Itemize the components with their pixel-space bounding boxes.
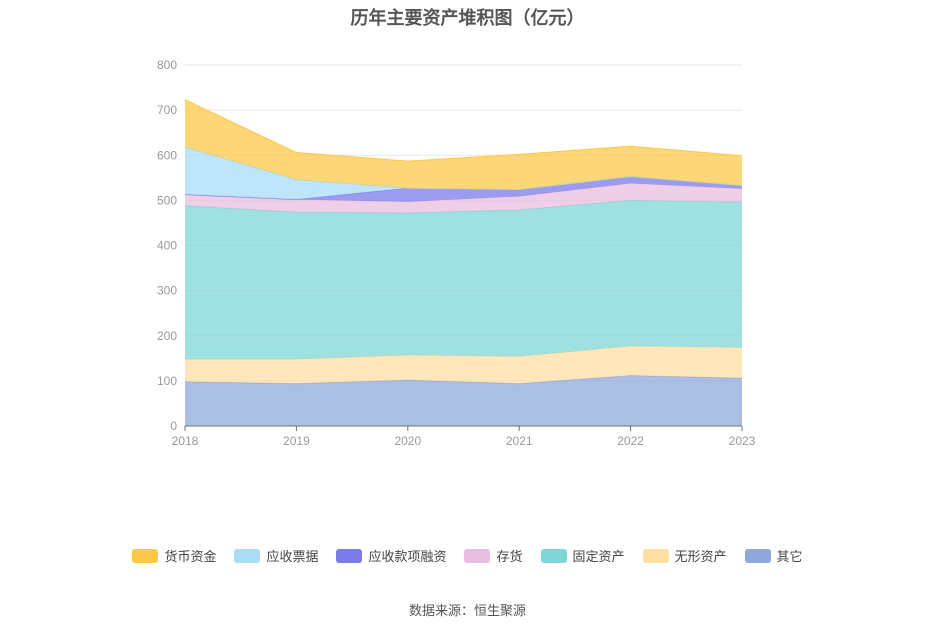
area-其它 [185, 375, 742, 426]
x-tick-label: 2020 [394, 434, 421, 448]
y-tick-label: 200 [157, 329, 177, 343]
axes: 0 100 200 300 400 500 600 700 800 2018 2019 2020 202… [157, 58, 756, 448]
legend-swatch [234, 548, 261, 563]
legend-swatch [744, 548, 771, 563]
legend-item-无形资产[interactable]: 无形资产 [642, 546, 727, 565]
legend-swatch [642, 548, 669, 563]
legend-item-应收款项融资[interactable]: 应收款项融资 [336, 546, 446, 565]
area-edge-货币资金 [184, 99, 743, 162]
y-tick-label: 400 [157, 239, 177, 253]
y-tick-label: 100 [157, 374, 177, 388]
legend-label: 货币资金 [164, 550, 217, 565]
y-tick-label: 300 [157, 284, 177, 298]
legend-item-货币资金[interactable]: 货币资金 [132, 546, 216, 565]
chart-title: 历年主要资产堆积图（亿元） [350, 8, 585, 29]
legend-item-其它[interactable]: 其它 [744, 546, 803, 565]
area-货币资金 [185, 99, 742, 190]
y-tick-label: 700 [157, 103, 177, 117]
x-tick-label: 2018 [172, 434, 199, 448]
legend-label: 固定资产 [572, 550, 625, 565]
area-固定资产 [185, 200, 742, 360]
area-存货 [185, 183, 742, 214]
x-tick-label: 2021 [506, 434, 533, 448]
legend-item-固定资产[interactable]: 固定资产 [540, 546, 625, 565]
y-tick-label: 500 [157, 193, 177, 207]
x-tick-label: 2023 [729, 434, 756, 448]
area-无形资产 [185, 346, 742, 384]
legend: 货币资金 应收票据 应收款项融资 存货 固定资产 无形资产 其它 [0, 546, 935, 565]
legend-swatch [540, 548, 567, 563]
legend-label: 无形资产 [674, 550, 727, 565]
legend-swatch [132, 548, 159, 563]
legend-swatch [464, 548, 491, 563]
legend-item-存货[interactable]: 存货 [464, 546, 523, 565]
legend-label: 其它 [776, 550, 803, 565]
area-应收票据 [185, 147, 742, 200]
x-tick-label: 2022 [617, 434, 644, 448]
area-series-layer [184, 99, 743, 426]
y-tick-label: 600 [157, 148, 177, 162]
legend-label: 应收款项融资 [368, 550, 447, 565]
y-tick-label: 800 [157, 58, 177, 72]
legend-item-应收票据[interactable]: 应收票据 [234, 546, 318, 565]
y-tick-label: 0 [170, 419, 177, 433]
data-source-note: 数据来源：恒生聚源 [408, 604, 526, 619]
legend-label: 存货 [496, 550, 523, 565]
legend-label: 应收票据 [266, 550, 319, 565]
x-tick-label: 2019 [283, 434, 310, 448]
legend-swatch [336, 548, 363, 563]
